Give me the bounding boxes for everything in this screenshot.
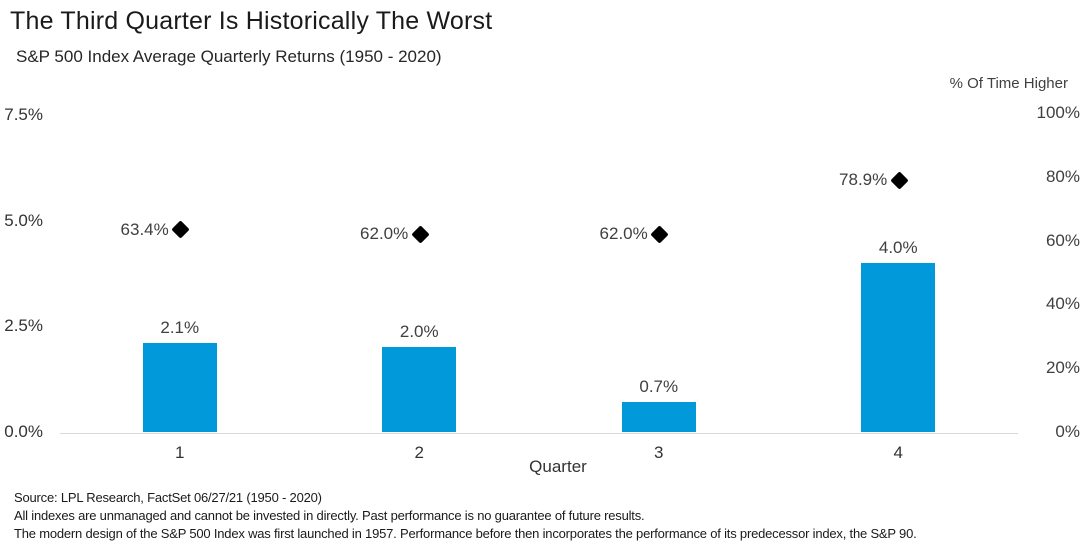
- marker-value-label: 63.4%: [120, 219, 169, 239]
- y-axis-right-tick-label: 80%: [1045, 166, 1080, 186]
- y-axis-left-tick-label: 2.5%: [4, 316, 43, 336]
- bar: [382, 347, 457, 432]
- x-tick-label: 4: [893, 443, 903, 462]
- y-axis-left-tick-label: 7.5%: [4, 105, 43, 124]
- x-axis-title: Quarter: [529, 457, 587, 476]
- footnote-disclaimer-line: All indexes are unmanaged and cannot be …: [14, 508, 645, 523]
- chart-title: The Third Quarter Is Historically The Wo…: [10, 7, 493, 35]
- y-axis-left-tick-label: 0.0%: [4, 422, 43, 441]
- bar-value-label: 2.1%: [160, 318, 200, 338]
- chart-subtitle: S&P 500 Index Average Quarterly Returns …: [16, 47, 442, 66]
- bar: [142, 343, 217, 432]
- y-axis-right-tick-label: 20%: [1045, 358, 1080, 378]
- x-tick-label: 2: [414, 443, 424, 462]
- diamond-marker: [650, 225, 669, 244]
- marker-value-label: 62.0%: [360, 224, 409, 244]
- diamond-marker: [171, 220, 190, 239]
- footnote-source-line: Source: LPL Research, FactSet 06/27/21 (…: [14, 490, 322, 505]
- bar-value-label: 0.7%: [639, 377, 679, 397]
- diamond-marker: [411, 225, 430, 244]
- x-tick-label: 1: [175, 443, 185, 462]
- bar: [621, 402, 696, 432]
- right-axis-title: % Of Time Higher: [949, 75, 1068, 92]
- bar-value-label: 4.0%: [878, 237, 918, 257]
- x-axis-line: [60, 433, 1018, 434]
- diamond-marker: [890, 171, 909, 190]
- x-tick-label: 3: [654, 443, 664, 462]
- y-axis-right-tick-label: 60%: [1045, 230, 1080, 250]
- marker-value-label: 62.0%: [599, 224, 648, 244]
- bar: [861, 262, 936, 432]
- y-axis-right-tick-label: 40%: [1045, 294, 1080, 314]
- y-axis-right-tick-label: 0%: [1055, 422, 1080, 441]
- footnote-history-line: The modern design of the S&P 500 Index w…: [14, 526, 917, 541]
- footnote-block: Source: LPL Research, FactSet 06/27/21 (…: [14, 489, 917, 543]
- marker-value-label: 78.9%: [839, 170, 888, 190]
- bar-value-label: 2.0%: [399, 322, 439, 342]
- y-axis-left-tick-label: 5.0%: [4, 210, 43, 230]
- y-axis-right-tick-label: 100%: [1036, 103, 1080, 122]
